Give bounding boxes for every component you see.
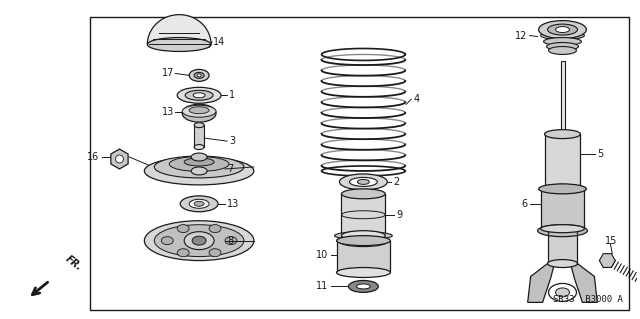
Bar [194, 125, 204, 147]
Ellipse shape [225, 237, 237, 245]
Ellipse shape [177, 225, 189, 233]
Ellipse shape [169, 157, 229, 171]
Ellipse shape [339, 174, 387, 190]
Ellipse shape [548, 260, 577, 268]
Bar [337, 241, 390, 272]
Ellipse shape [337, 268, 390, 278]
Text: 3: 3 [229, 136, 235, 146]
Bar [561, 62, 566, 134]
Ellipse shape [548, 24, 577, 35]
Ellipse shape [189, 107, 209, 114]
Text: 15: 15 [605, 236, 618, 246]
Ellipse shape [197, 74, 201, 77]
Ellipse shape [147, 38, 211, 51]
Ellipse shape [161, 237, 173, 245]
Text: 4: 4 [413, 94, 419, 104]
Ellipse shape [145, 221, 254, 261]
Ellipse shape [547, 42, 579, 50]
Polygon shape [111, 149, 128, 169]
Ellipse shape [349, 177, 378, 186]
Bar [548, 231, 577, 263]
Ellipse shape [556, 26, 570, 33]
Ellipse shape [180, 196, 218, 212]
Text: 9: 9 [396, 210, 403, 220]
Text: 8: 8 [227, 236, 233, 246]
Ellipse shape [154, 225, 244, 256]
Text: 13: 13 [162, 107, 174, 117]
Ellipse shape [538, 225, 588, 237]
Ellipse shape [539, 21, 586, 39]
Polygon shape [570, 263, 597, 302]
Ellipse shape [556, 288, 570, 297]
Text: 6: 6 [522, 199, 527, 209]
Ellipse shape [194, 123, 204, 128]
Ellipse shape [194, 72, 204, 78]
Ellipse shape [356, 284, 371, 289]
Ellipse shape [541, 225, 584, 233]
Ellipse shape [193, 93, 205, 98]
Ellipse shape [357, 179, 369, 184]
Ellipse shape [342, 231, 385, 241]
Text: 2: 2 [393, 177, 399, 187]
Ellipse shape [145, 157, 254, 185]
Ellipse shape [339, 237, 387, 247]
Ellipse shape [185, 90, 213, 100]
Ellipse shape [184, 158, 214, 166]
Polygon shape [527, 263, 554, 302]
Ellipse shape [335, 232, 392, 240]
Ellipse shape [209, 249, 221, 257]
Ellipse shape [545, 130, 580, 138]
Bar [90, 17, 629, 310]
Polygon shape [147, 15, 211, 45]
Ellipse shape [194, 145, 204, 150]
Ellipse shape [539, 184, 586, 194]
Ellipse shape [191, 153, 207, 161]
Ellipse shape [189, 70, 209, 81]
Bar [545, 134, 580, 189]
Ellipse shape [177, 87, 221, 103]
Ellipse shape [192, 236, 206, 245]
Ellipse shape [194, 201, 204, 206]
Ellipse shape [154, 156, 244, 178]
Ellipse shape [209, 225, 221, 233]
Text: 17: 17 [162, 68, 174, 78]
Text: 7: 7 [227, 164, 233, 174]
Polygon shape [599, 254, 615, 267]
Ellipse shape [115, 155, 124, 163]
Ellipse shape [337, 236, 390, 246]
Ellipse shape [348, 280, 378, 293]
Text: 14: 14 [213, 36, 225, 47]
Text: 1: 1 [229, 90, 235, 100]
Ellipse shape [541, 185, 584, 193]
Text: SR33  B3000 A: SR33 B3000 A [552, 295, 623, 304]
Ellipse shape [548, 47, 577, 55]
Bar [342, 194, 385, 236]
Text: FR.: FR. [64, 254, 84, 272]
Ellipse shape [545, 184, 580, 193]
Ellipse shape [189, 199, 209, 208]
Text: 5: 5 [597, 149, 604, 159]
Text: 16: 16 [87, 152, 100, 162]
Ellipse shape [543, 38, 581, 46]
Ellipse shape [191, 167, 207, 175]
Ellipse shape [177, 249, 189, 257]
Ellipse shape [548, 284, 577, 301]
Bar [191, 157, 207, 171]
Ellipse shape [541, 32, 584, 40]
Ellipse shape [342, 189, 385, 199]
Ellipse shape [182, 104, 216, 122]
Ellipse shape [182, 105, 216, 117]
Text: 12: 12 [515, 31, 527, 41]
Ellipse shape [184, 232, 214, 249]
Text: 13: 13 [227, 199, 239, 209]
Text: 11: 11 [316, 281, 328, 292]
Text: 10: 10 [316, 249, 328, 260]
Bar [541, 189, 584, 229]
